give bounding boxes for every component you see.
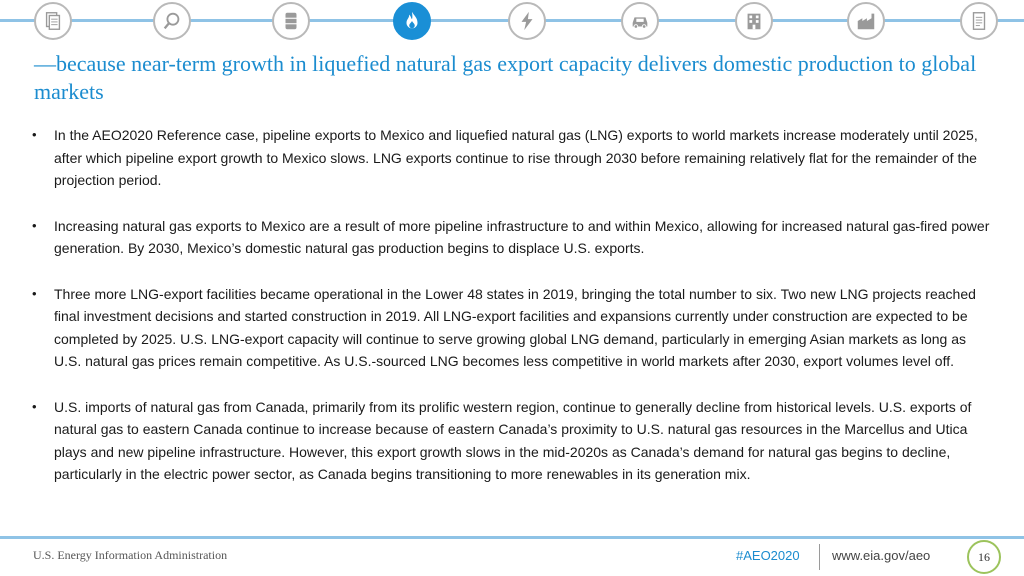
report-icon[interactable] [960, 2, 998, 40]
bullet-item: In the AEO2020 Reference case, pipeline … [32, 124, 992, 192]
footer-agency-name: U.S. Energy Information Administration [33, 548, 228, 562]
footer-hashtag[interactable]: #AEO2020 [736, 548, 800, 563]
footer-url-link[interactable]: www.eia.gov/aeo [832, 548, 931, 563]
page-number: 16 [978, 549, 990, 564]
footer-divider-line [0, 536, 1024, 539]
bullet-item: U.S. imports of natural gas from Canada,… [32, 396, 992, 486]
slide-title: —because near-term growth in liquefied n… [34, 51, 977, 104]
bullet-item: Increasing natural gas exports to Mexico… [32, 215, 992, 260]
section-nav [0, 0, 1024, 44]
page-number-badge: 16 [967, 540, 1001, 574]
footer-vertical-divider [819, 544, 820, 570]
car-icon[interactable] [621, 2, 659, 40]
documents-icon[interactable] [34, 2, 72, 40]
magnifier-icon[interactable] [153, 2, 191, 40]
oil-barrel-icon[interactable] [272, 2, 310, 40]
electricity-bolt-icon[interactable] [508, 2, 546, 40]
bullet-item: Three more LNG-export facilities became … [32, 283, 992, 373]
factory-icon[interactable] [847, 2, 885, 40]
natural-gas-flame-icon[interactable] [393, 2, 431, 40]
buildings-icon[interactable] [735, 2, 773, 40]
bullet-list: In the AEO2020 Reference case, pipeline … [32, 124, 992, 486]
